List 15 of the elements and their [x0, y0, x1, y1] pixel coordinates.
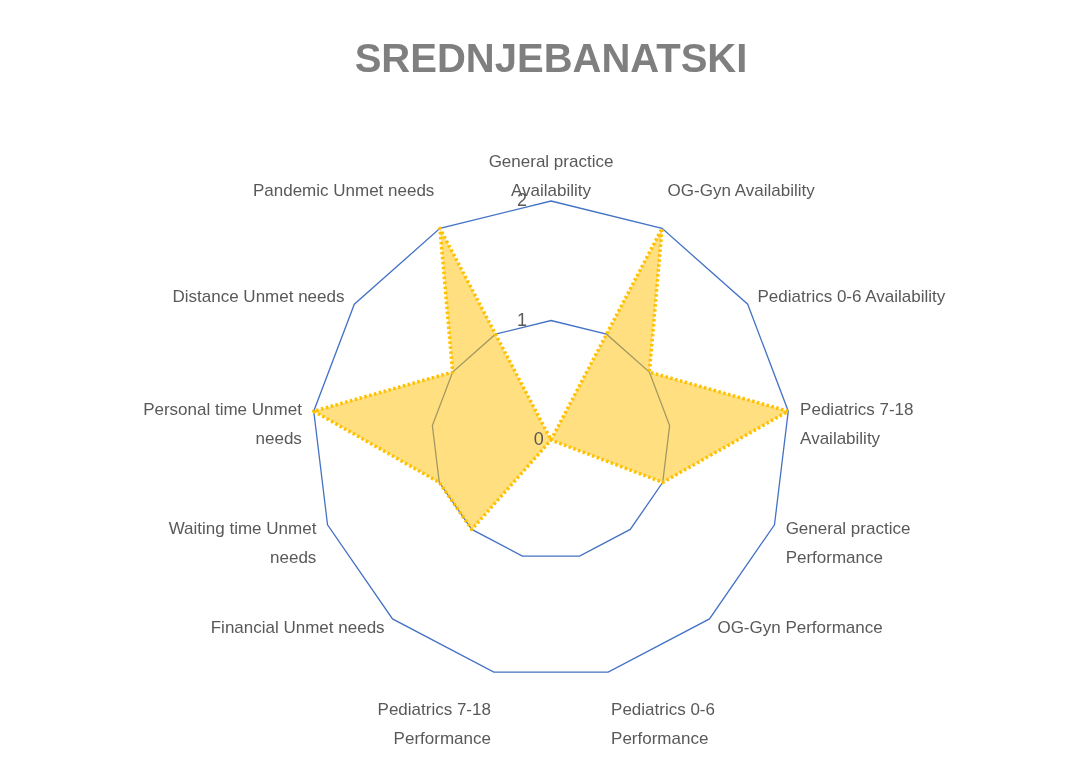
spoke-label: General practice Performance [785, 518, 911, 567]
spoke-label: Financial Unmet needs [210, 617, 385, 637]
spoke-label: Personal time Unmet needs [143, 399, 303, 448]
y-tick-label: 1 [517, 309, 528, 330]
spoke-label: Distance Unmet needs [172, 287, 345, 307]
spoke-label: Waiting time Unmet needs [168, 518, 317, 567]
y-tick-label: 0 [533, 429, 544, 449]
spoke-label: Pediatrics 7-18 Performance [377, 699, 491, 748]
spoke-label: OG-Gyn Performance [717, 617, 883, 637]
spoke-label: OG-Gyn Availability [667, 180, 816, 200]
chart-title: SREDNJEBANATSKI [354, 36, 748, 80]
spoke-label: Pediatrics 7-18 Availability [800, 399, 914, 448]
spoke-label: Pandemic Unmet needs [252, 180, 435, 200]
spoke-label: Pediatrics 0-6 Availability [757, 287, 946, 307]
spoke-label: Pediatrics 0-6 Performance [611, 699, 715, 748]
